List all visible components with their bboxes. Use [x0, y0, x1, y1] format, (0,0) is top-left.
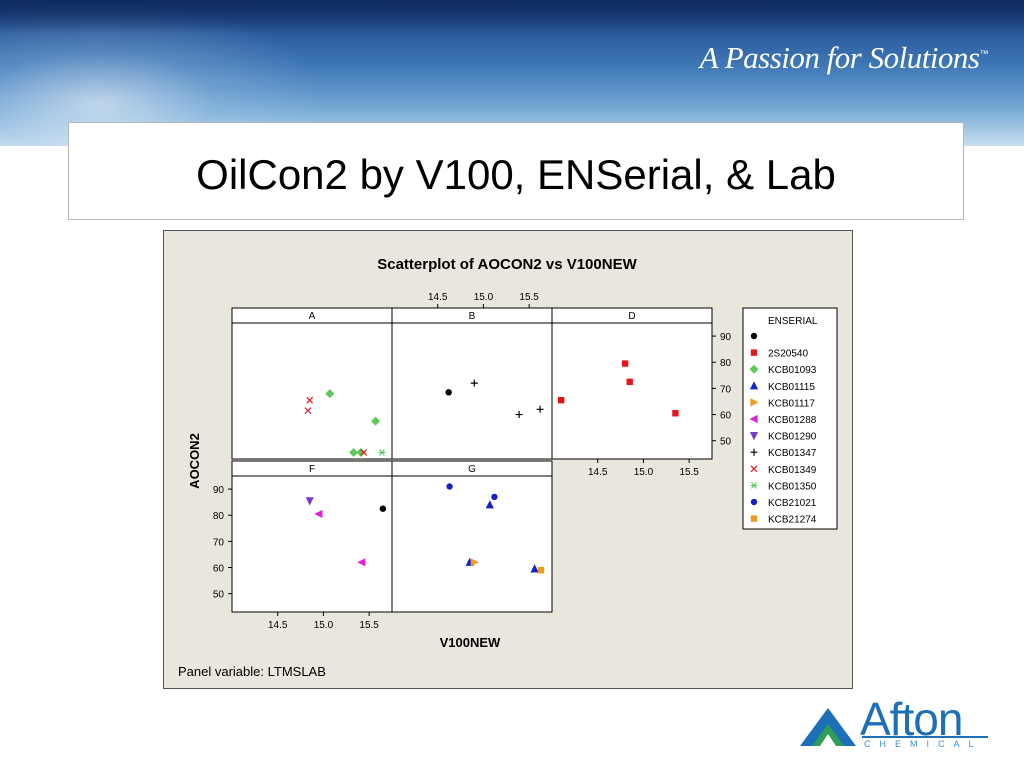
legend-marker	[750, 465, 758, 473]
scatterplot-figure: Scatterplot of AOCON2 vs V100NEW V100NEW A…	[163, 230, 853, 689]
panel-variable-note: Panel variable: LTMSLAB	[178, 664, 326, 679]
data-point	[379, 505, 387, 512]
legend-marker	[750, 398, 759, 407]
data-point	[557, 396, 565, 404]
title-box: OilCon2 by V100, ENSerial, & Lab	[68, 122, 964, 220]
y-tick-label: 90	[720, 332, 732, 343]
panel-strip-G	[391, 460, 553, 477]
tagline-text: A Passion for Solutions	[699, 40, 980, 75]
y-tick-label: 80	[213, 511, 225, 522]
data-point	[626, 378, 633, 386]
data-point	[304, 407, 312, 415]
panel-D	[551, 322, 713, 460]
legend-entry: KCB01117	[768, 398, 815, 409]
data-point	[530, 564, 539, 573]
legend-marker	[749, 432, 759, 441]
y-tick-label: 60	[213, 564, 225, 575]
logo-rule	[862, 736, 988, 738]
legend-box	[742, 307, 838, 530]
panel-label-B: B	[469, 311, 476, 322]
data-point	[470, 379, 478, 387]
x-tick-label: 14.5	[588, 467, 608, 478]
panel-strip-D	[551, 307, 713, 324]
mountain-logo-icon	[800, 708, 856, 746]
trademark-mark: ™	[979, 48, 989, 59]
x-axis-label: V100NEW	[440, 635, 501, 650]
y-tick-label: 80	[720, 358, 732, 369]
data-point	[356, 447, 366, 457]
data-point	[378, 449, 386, 456]
data-point	[445, 389, 452, 396]
legend-entry: KCB21274	[768, 515, 817, 526]
legend-entry: KCB21021	[768, 498, 817, 509]
legend-entry: KCB01093	[768, 365, 817, 376]
y-tick-label: 90	[213, 485, 225, 496]
x-tick-label: 15.0	[474, 292, 494, 303]
x-tick-label: 15.5	[359, 620, 379, 631]
legend-entry: KCB01347	[768, 448, 817, 459]
legend-entry: KCB01290	[768, 432, 817, 443]
legend-entry: 2S20540	[768, 349, 808, 360]
panel-B	[391, 322, 553, 460]
x-tick-label: 14.5	[268, 620, 288, 631]
data-point	[349, 447, 359, 457]
scatterplot-chart: Scatterplot of AOCON2 vs V100NEW V100NEW A…	[178, 256, 838, 679]
data-point	[325, 389, 335, 399]
panel-label-D: D	[628, 311, 635, 322]
legend-marker	[750, 448, 758, 456]
legend-marker	[750, 349, 758, 356]
data-point	[446, 483, 453, 490]
legend-entry: KCB01350	[768, 481, 817, 492]
legend-entry: KCB01288	[768, 415, 817, 426]
legend-marker	[749, 364, 759, 374]
panel-label-F: F	[309, 464, 315, 475]
data-point	[621, 360, 629, 367]
data-point	[515, 411, 523, 419]
y-tick-label: 60	[720, 411, 732, 422]
y-tick-label: 70	[213, 537, 225, 548]
panel-label-A: A	[309, 311, 316, 322]
afton-logo: Afton CHEMICAL	[798, 693, 998, 756]
y-tick-label: 50	[213, 590, 225, 601]
data-point	[537, 566, 545, 574]
logo-subtitle: CHEMICAL	[864, 739, 983, 749]
legend-marker	[749, 414, 758, 424]
legend-marker	[750, 515, 758, 522]
legend-entry: KCB01115	[768, 382, 815, 393]
tagline: A Passion for Solutions™	[699, 40, 989, 76]
data-point	[672, 410, 679, 417]
data-point	[491, 493, 498, 501]
data-point	[485, 500, 494, 509]
x-tick-label: 15.0	[634, 467, 654, 478]
data-point	[371, 416, 381, 426]
legend-title: ENSERIAL	[768, 316, 818, 327]
x-tick-label: 15.5	[519, 292, 539, 303]
chart-title: Scatterplot of AOCON2 vs V100NEW	[377, 256, 637, 273]
slide-title: OilCon2 by V100, ENSerial, & Lab	[196, 151, 836, 198]
x-tick-label: 15.0	[314, 620, 334, 631]
data-point	[305, 497, 314, 506]
legend-marker	[750, 482, 758, 489]
banner-shade	[0, 0, 1024, 34]
panel-F	[231, 475, 393, 613]
legend-entry: KCB01349	[768, 465, 817, 476]
x-tick-label: 14.5	[428, 292, 448, 303]
x-tick-label: 15.5	[679, 467, 699, 478]
data-point	[357, 558, 366, 567]
panel-label-G: G	[468, 464, 476, 475]
data-point	[360, 449, 368, 456]
y-axis-label: AOCON2	[187, 433, 202, 489]
y-tick-label: 70	[720, 384, 732, 395]
panel-A	[231, 322, 393, 460]
y-tick-label: 50	[720, 437, 732, 448]
panel-G	[391, 475, 553, 613]
data-point	[536, 405, 544, 413]
data-point	[306, 396, 314, 404]
legend-marker	[750, 332, 758, 340]
legend-marker	[750, 498, 758, 506]
data-point	[314, 509, 323, 519]
data-point	[470, 558, 479, 567]
legend-marker	[749, 381, 759, 390]
header-banner: A Passion for Solutions™	[0, 0, 1024, 146]
